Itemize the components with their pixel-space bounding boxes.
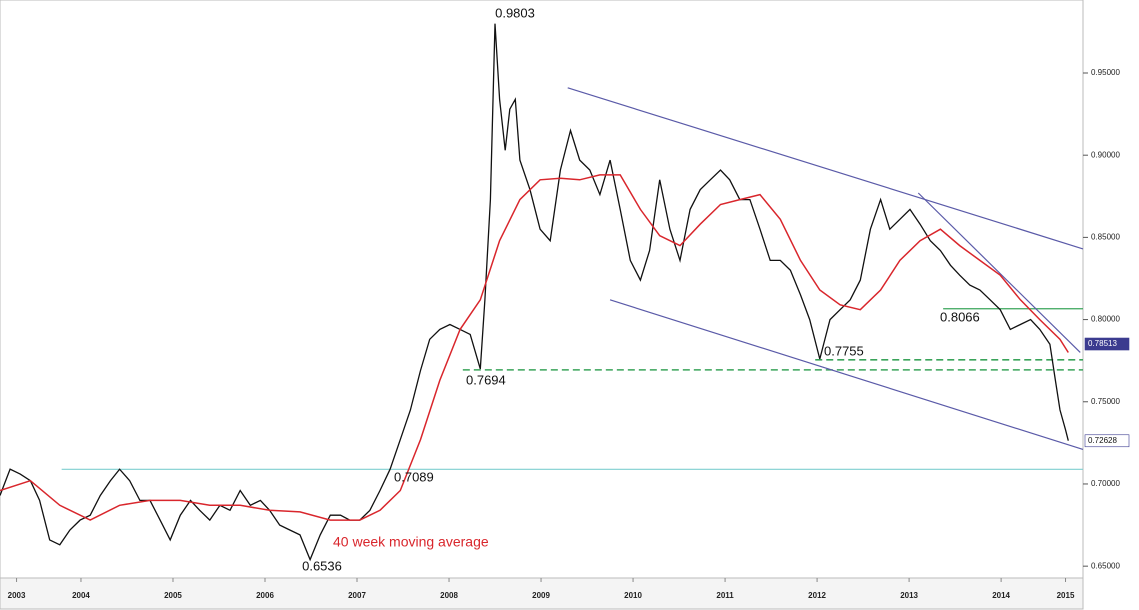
level-annotation: 0.7694: [466, 372, 506, 387]
price-tag-label: 0.78513: [1088, 339, 1117, 348]
x-tick-label: 2006: [256, 591, 274, 600]
x-tick-label: 2003: [8, 591, 26, 600]
x-tick-label: 2008: [440, 591, 458, 600]
x-tick-label: 2004: [72, 591, 90, 600]
trend-line: [609, 299, 1084, 451]
x-tick-label: 2012: [808, 591, 826, 600]
y-tick-label: 0.70000: [1091, 479, 1120, 488]
moving-average-line: [0, 174, 1069, 521]
y-tick-label: 0.80000: [1091, 315, 1120, 324]
x-tick-label: 2011: [716, 591, 734, 600]
y-tick-label: 0.90000: [1091, 150, 1120, 159]
plot-area: [0, 0, 1084, 579]
x-tick-label: 2007: [348, 591, 366, 600]
x-tick-label: 2015: [1057, 591, 1075, 600]
y-tick-label: 0.95000: [1091, 68, 1120, 77]
price-tag-label: 0.72628: [1088, 436, 1117, 445]
level-annotation: 0.8066: [940, 309, 980, 324]
x-tick-label: 2005: [164, 591, 182, 600]
x-axis-strip: [0, 577, 1084, 610]
trend-line: [567, 87, 1084, 250]
level-annotation: 0.6536: [302, 558, 342, 573]
x-tick-label: 2009: [532, 591, 550, 600]
level-annotation: 0.7089: [394, 469, 434, 484]
trend-line: [917, 192, 1081, 353]
x-tick-label: 2013: [900, 591, 918, 600]
price-tag: [1084, 434, 1130, 448]
x-tick-label: 2010: [624, 591, 642, 600]
x-tick-label: 2014: [992, 591, 1010, 600]
y-tick-label: 0.85000: [1091, 232, 1120, 241]
price-line: [0, 23, 1069, 562]
level-annotation: 0.9803: [495, 5, 535, 20]
level-annotation: 0.7755: [824, 343, 864, 358]
price-tag: [1084, 337, 1130, 351]
moving-average-label: 40 week moving average: [333, 534, 489, 550]
y-tick-label: 0.65000: [1091, 561, 1120, 570]
y-tick-label: 0.75000: [1091, 397, 1120, 406]
